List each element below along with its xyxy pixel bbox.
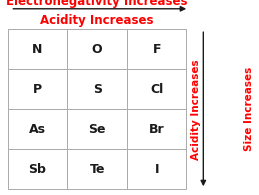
Bar — [127, 149, 186, 189]
Bar — [8, 29, 67, 69]
Text: Electronegativity Increases: Electronegativity Increases — [6, 0, 188, 8]
Text: Cl: Cl — [150, 83, 163, 96]
Bar — [127, 69, 186, 109]
Text: Size Increases: Size Increases — [244, 67, 254, 151]
Text: S: S — [93, 83, 102, 96]
Text: Sb: Sb — [28, 163, 47, 176]
Text: F: F — [153, 43, 161, 56]
Bar — [67, 109, 127, 149]
Text: Acidity Increases: Acidity Increases — [191, 59, 200, 160]
Bar — [127, 29, 186, 69]
Bar — [8, 69, 67, 109]
Text: Te: Te — [89, 163, 105, 176]
Text: Br: Br — [149, 123, 164, 136]
Text: As: As — [29, 123, 46, 136]
Bar — [127, 109, 186, 149]
Bar — [67, 149, 127, 189]
Bar — [8, 149, 67, 189]
Bar — [8, 109, 67, 149]
Text: Se: Se — [88, 123, 106, 136]
Text: Acidity Increases: Acidity Increases — [40, 14, 154, 27]
Text: O: O — [92, 43, 103, 56]
Text: P: P — [33, 83, 42, 96]
Bar — [67, 69, 127, 109]
Bar — [67, 29, 127, 69]
Text: N: N — [32, 43, 43, 56]
Text: I: I — [154, 163, 159, 176]
